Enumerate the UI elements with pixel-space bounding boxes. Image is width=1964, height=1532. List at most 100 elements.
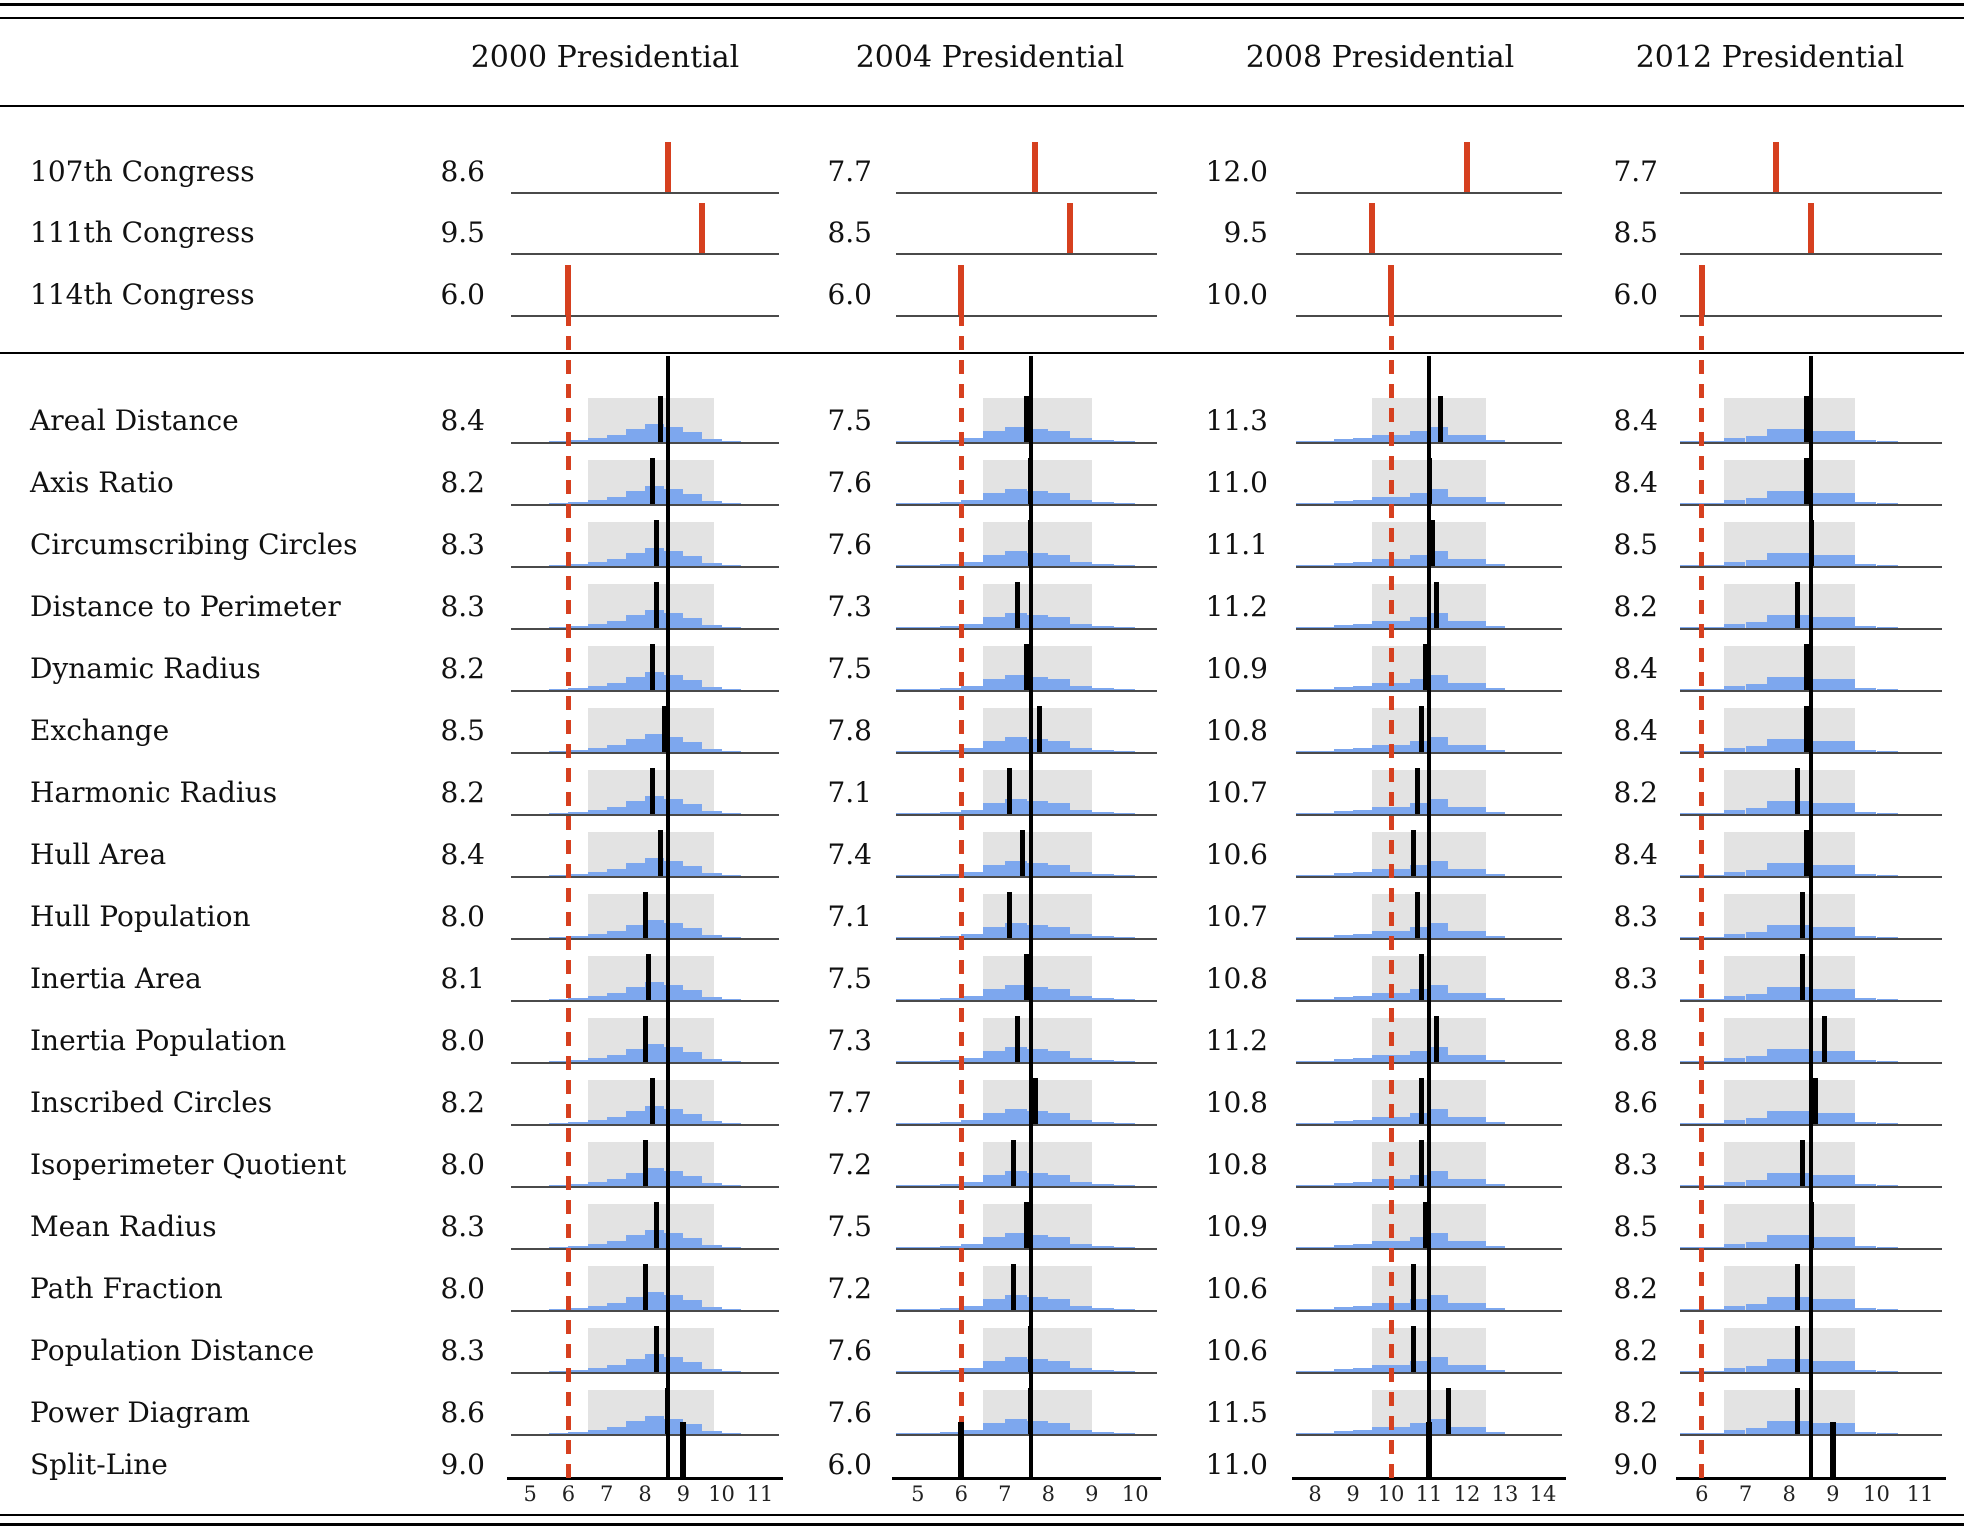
histogram-bar (917, 750, 940, 752)
histogram-bar (606, 992, 626, 1000)
histogram-bar (1767, 1110, 1790, 1124)
histogram-bar (1315, 998, 1334, 1000)
value-label: 8.2 (1613, 776, 1658, 809)
histogram-bar (1811, 927, 1833, 938)
histogram-bar (1723, 1120, 1746, 1124)
histogram-bar (1876, 1122, 1899, 1124)
histogram-bar (1723, 438, 1746, 442)
histogram-bar (896, 502, 918, 504)
histogram-bar (1467, 1427, 1486, 1434)
axis-tick-label: 8 (1308, 1482, 1322, 1506)
top-rule-inner (0, 17, 1964, 19)
histogram-bar (961, 500, 983, 504)
metric-baseline (511, 442, 779, 444)
histogram-bar (721, 750, 741, 752)
metric-baseline (511, 876, 779, 878)
histogram-bar (1854, 1370, 1877, 1372)
metric-value-tick (1422, 644, 1428, 690)
histogram-bar (1832, 1299, 1855, 1310)
histogram-bar (1680, 750, 1702, 752)
histogram-bar (702, 811, 722, 814)
histogram-bar (983, 492, 1005, 504)
histogram-bar (983, 430, 1005, 442)
histogram-bar (1091, 1432, 1114, 1434)
histogram-bar (549, 626, 569, 628)
congress-red-tick (1773, 142, 1780, 192)
metric-value-tick (1799, 892, 1805, 938)
metric-baseline (511, 566, 779, 568)
histogram-bar (1372, 1241, 1391, 1248)
histogram-bar (1113, 998, 1136, 1000)
histogram-bar (961, 810, 983, 814)
histogram-bar (683, 680, 703, 690)
histogram-bar (1296, 502, 1315, 504)
histogram-bar (1723, 624, 1746, 628)
value-label: 8.5 (1613, 528, 1658, 561)
histogram-bar (1429, 1233, 1448, 1248)
histogram-bar (1876, 1246, 1899, 1248)
histogram-bar (1789, 552, 1811, 566)
histogram-bar (961, 748, 983, 752)
value-label: 7.6 (827, 1396, 872, 1429)
congress-baseline (896, 253, 1157, 255)
row-label-metric: Path Fraction (30, 1272, 223, 1305)
metric-baseline (511, 1310, 779, 1312)
histogram-bar (1315, 626, 1334, 628)
metric-baseline (896, 566, 1157, 568)
histogram-bar (1832, 865, 1855, 876)
histogram-bar (1701, 1060, 1724, 1062)
metric-value-tick (650, 458, 656, 504)
histogram-bar (1854, 750, 1877, 752)
row-label-metric: Hull Area (30, 838, 167, 871)
histogram-bar (1429, 1419, 1448, 1434)
histogram-bar (961, 996, 983, 1000)
histogram-bar (721, 1122, 741, 1124)
metric-value-tick (1795, 582, 1801, 628)
value-label: 11.5 (1205, 1396, 1268, 1429)
congress-red-tick (1032, 142, 1039, 192)
metric-value-tick (653, 582, 659, 628)
value-label: 8.0 (440, 900, 485, 933)
value-label: 7.6 (827, 466, 872, 499)
histogram-bar (1723, 1058, 1746, 1062)
histogram-bar (1048, 802, 1070, 814)
histogram-bar (1091, 1184, 1114, 1186)
histogram-bar (1372, 621, 1391, 628)
histogram-bar (1372, 931, 1391, 938)
value-label: 8.2 (440, 1086, 485, 1119)
histogram-bar (683, 742, 703, 752)
histogram-bar (1767, 738, 1790, 752)
histogram-bar (896, 812, 918, 814)
histogram-bar (1296, 1370, 1315, 1372)
histogram-bar (961, 1244, 983, 1248)
metric-baseline (511, 814, 779, 816)
histogram-bar (1296, 998, 1315, 1000)
histogram-bar (1113, 1370, 1136, 1372)
histogram-bar (1391, 869, 1410, 876)
red-dashed-threshold-line (958, 312, 964, 1478)
value-label: 7.1 (827, 776, 872, 809)
histogram-bar (961, 1182, 983, 1186)
histogram-bar (983, 678, 1005, 690)
histogram-bar (1680, 1432, 1702, 1434)
histogram-bar (568, 936, 588, 938)
axis-tick-label: 9 (1085, 1482, 1099, 1506)
histogram-bar (1004, 1233, 1027, 1248)
histogram-bar (1723, 1430, 1746, 1434)
histogram-bar (1680, 874, 1702, 876)
histogram-bar (1353, 1244, 1372, 1248)
histogram-bar (1745, 622, 1768, 628)
histogram-bar (1448, 435, 1467, 442)
histogram-bar (1429, 861, 1448, 876)
histogram-bar (1876, 626, 1899, 628)
histogram-bar (625, 1234, 645, 1248)
axis-tick-label: 10 (1121, 1482, 1149, 1506)
histogram-bar (983, 864, 1005, 876)
histogram-bar (606, 1364, 626, 1372)
histogram-bar (1091, 812, 1114, 814)
histogram-bar (1004, 427, 1027, 442)
histogram-bar (721, 998, 741, 1000)
histogram-bar (549, 564, 569, 566)
histogram-bar (896, 1060, 918, 1062)
